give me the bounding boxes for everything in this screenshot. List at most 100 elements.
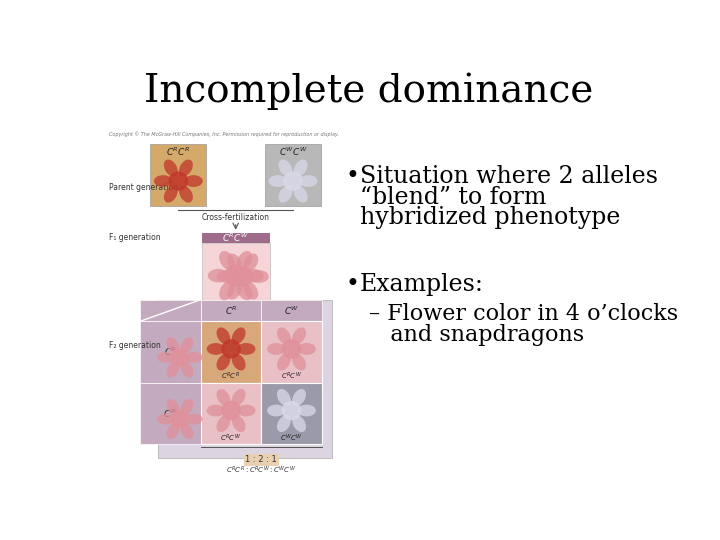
Bar [201,383,261,444]
Ellipse shape [154,175,172,187]
Ellipse shape [164,159,178,177]
Text: $C^RC^R$: $C^RC^R$ [166,146,191,158]
Ellipse shape [297,343,316,355]
Text: $C^RC^R:C^RC^W:C^WC^W$: $C^RC^R:C^RC^W:C^WC^W$ [226,464,297,476]
Ellipse shape [217,415,230,432]
Ellipse shape [243,281,258,300]
Ellipse shape [243,253,258,272]
Ellipse shape [237,404,256,416]
Ellipse shape [294,186,307,202]
Ellipse shape [292,354,306,370]
Bar [261,300,322,321]
Ellipse shape [267,343,286,355]
Bar [265,144,321,206]
Bar [201,321,261,383]
Ellipse shape [267,404,286,416]
Circle shape [221,401,240,420]
Text: Cross-fertilization: Cross-fertilization [202,213,270,221]
Ellipse shape [166,399,179,415]
Ellipse shape [277,415,291,432]
Ellipse shape [227,253,242,272]
Ellipse shape [186,352,202,363]
Ellipse shape [207,343,225,355]
Circle shape [171,348,189,367]
Bar [202,244,270,302]
Circle shape [282,401,301,420]
Ellipse shape [186,414,202,424]
Ellipse shape [292,415,306,432]
Bar [140,300,201,321]
Ellipse shape [292,389,306,406]
Text: “blend” to form: “blend” to form [360,186,546,208]
Text: and snapdragons: and snapdragons [369,325,584,346]
Ellipse shape [179,186,193,202]
Ellipse shape [279,159,292,177]
Ellipse shape [217,327,230,345]
Ellipse shape [277,354,291,370]
Bar [202,233,270,244]
Ellipse shape [219,281,235,300]
Text: $C^R$: $C^R$ [225,304,238,316]
Circle shape [171,410,189,428]
Text: F₁ generation: F₁ generation [109,233,161,242]
Bar [150,144,206,206]
Ellipse shape [157,352,174,363]
Bar [140,321,201,383]
Text: •: • [346,273,359,296]
Ellipse shape [294,159,307,177]
Circle shape [233,266,253,287]
Text: Copyright © The McGraw-Hill Companies, Inc. Permission required for reproduction: Copyright © The McGraw-Hill Companies, I… [109,132,338,137]
Ellipse shape [232,354,246,370]
Ellipse shape [237,343,256,355]
Ellipse shape [236,251,252,271]
Bar [140,383,201,444]
Text: Incomplete dominance: Incomplete dominance [144,73,594,111]
Ellipse shape [217,270,236,283]
Ellipse shape [249,270,269,283]
Circle shape [282,339,301,359]
Ellipse shape [164,186,178,202]
Circle shape [221,339,240,359]
Text: hybridized phenotype: hybridized phenotype [360,206,620,230]
Bar [201,300,261,321]
Ellipse shape [297,404,316,416]
Text: Situation where 2 alleles: Situation where 2 alleles [360,165,657,188]
Ellipse shape [166,362,179,377]
Ellipse shape [181,423,194,439]
Ellipse shape [232,415,246,432]
Ellipse shape [207,404,225,416]
Circle shape [283,171,303,191]
Ellipse shape [269,175,287,187]
Ellipse shape [179,159,193,177]
Text: Examples:: Examples: [360,273,484,296]
Circle shape [225,265,247,287]
Bar [261,383,322,444]
Ellipse shape [232,327,246,345]
Ellipse shape [292,327,306,345]
Ellipse shape [219,251,235,271]
Text: 1 : 2 : 1: 1 : 2 : 1 [246,455,277,464]
Text: $C^R$: $C^R$ [164,346,177,358]
Ellipse shape [277,389,291,406]
Ellipse shape [236,281,252,300]
Ellipse shape [157,414,174,424]
Bar [261,321,322,383]
Text: $C^RC^R$: $C^RC^R$ [222,371,240,382]
Ellipse shape [217,354,230,370]
Text: $C^RC^W$: $C^RC^W$ [220,433,242,444]
Ellipse shape [166,423,179,439]
Ellipse shape [217,389,230,406]
Ellipse shape [181,338,194,353]
Ellipse shape [243,269,264,282]
Ellipse shape [227,281,242,300]
Text: – Flower color in 4 o’clocks: – Flower color in 4 o’clocks [369,303,678,326]
Bar [158,300,332,457]
Ellipse shape [279,186,292,202]
Text: $C^RC^W$: $C^RC^W$ [222,232,249,244]
Ellipse shape [181,399,194,415]
Text: $C^WC^W$: $C^WC^W$ [280,433,303,444]
Text: $C^WC^W$: $C^WC^W$ [279,146,307,158]
Ellipse shape [277,327,291,345]
Text: Parent generation: Parent generation [109,184,178,192]
Text: •: • [346,165,359,188]
